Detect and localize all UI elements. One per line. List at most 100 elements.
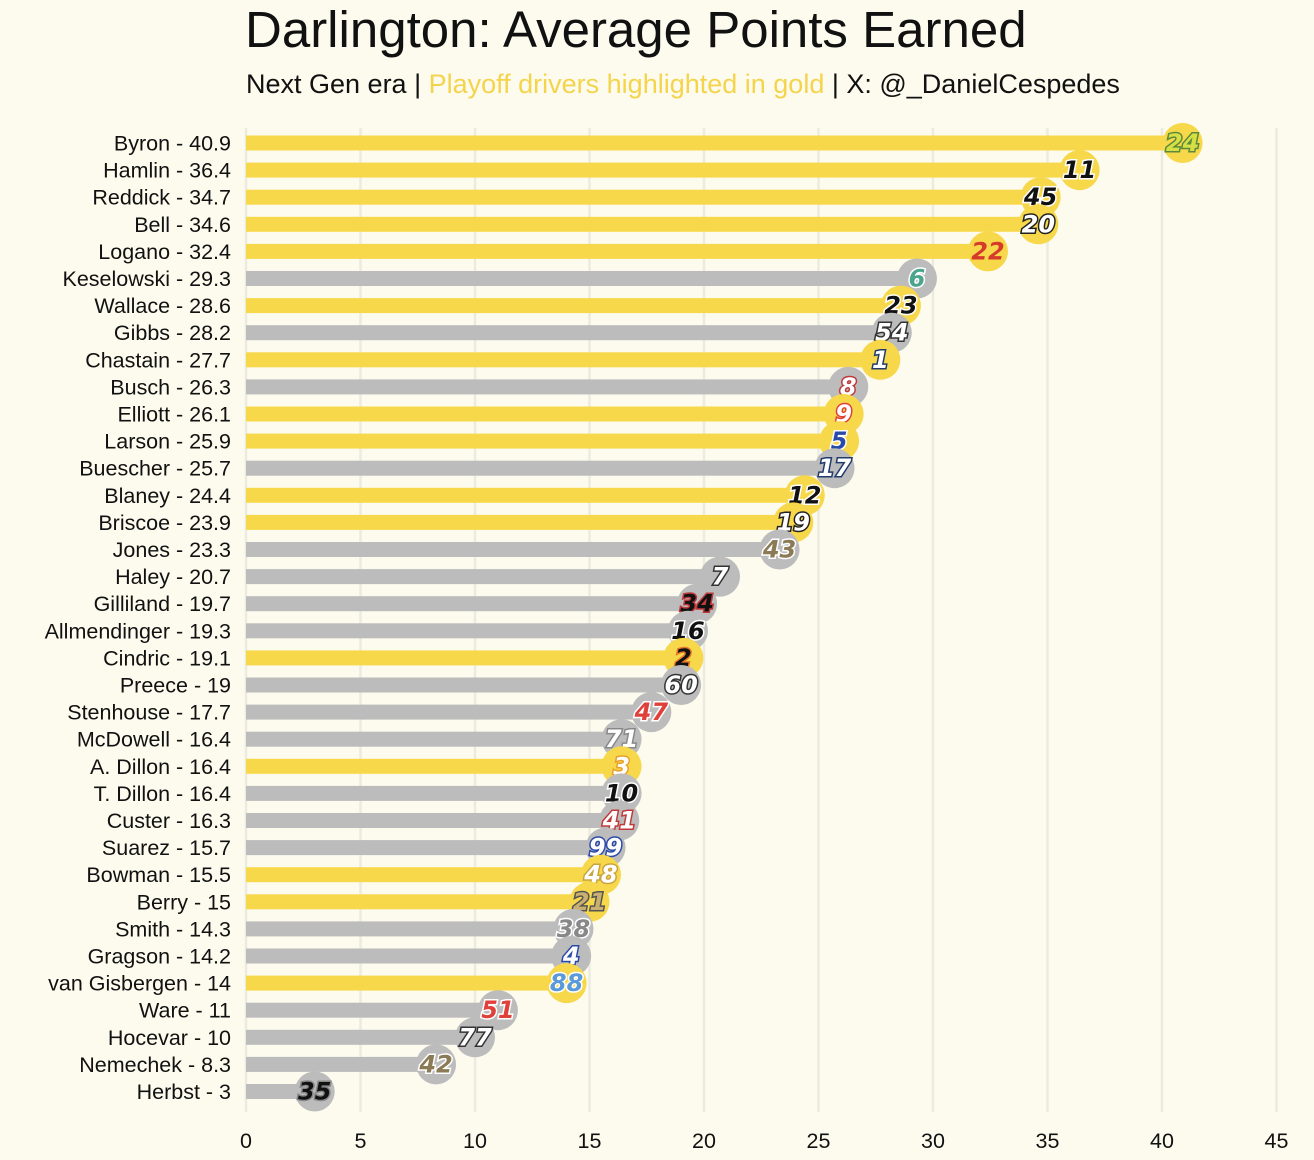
car-number-badge	[294, 1071, 335, 1112]
bar-label: Hocevar - 10	[108, 1026, 231, 1050]
bar	[246, 785, 622, 801]
car-number: 1	[872, 346, 889, 374]
bar	[246, 921, 574, 937]
car-number: 7	[712, 563, 729, 591]
bar-label: Larson - 25.9	[104, 430, 231, 454]
bar-label: Gilliland - 19.7	[94, 592, 231, 616]
bar	[246, 975, 567, 991]
car-number-badge	[967, 231, 1008, 272]
bar	[246, 731, 622, 747]
car-number: 42	[418, 1050, 452, 1078]
bar	[246, 460, 835, 476]
car-number-badge	[1059, 150, 1100, 191]
bar-label: Chastain - 27.7	[85, 348, 231, 372]
bar-label: Gragson - 14.2	[88, 945, 231, 969]
bar-label: Briscoe - 23.9	[98, 511, 231, 535]
x-tick-label: 30	[921, 1129, 945, 1153]
subtitle-playoff-note: Playoff drivers highlighted in gold	[428, 69, 825, 99]
bar	[246, 758, 622, 774]
bar-label: Stenhouse - 17.7	[67, 701, 231, 725]
car-number: 22	[971, 237, 1004, 265]
bar-label: Suarez - 15.7	[102, 836, 231, 860]
chart-subtitle: Next Gen era | Playoff drivers highlight…	[246, 68, 1120, 100]
bar	[246, 1002, 498, 1018]
x-tick-label: 35	[1036, 1129, 1060, 1153]
car-number: 20	[1022, 210, 1055, 238]
car-number-badge	[759, 529, 800, 570]
car-number-badge	[546, 963, 587, 1004]
car-number-badge	[631, 692, 672, 733]
car-number: 35	[298, 1078, 331, 1106]
bar-label: Custer - 16.3	[107, 809, 231, 833]
car-number-badge	[814, 448, 855, 489]
bar	[246, 894, 590, 910]
bar	[246, 542, 780, 557]
car-number: 41	[602, 807, 636, 835]
car-number: 11	[1063, 156, 1096, 184]
x-tick-label: 15	[578, 1129, 602, 1153]
car-number-badge	[1018, 204, 1059, 245]
x-tick-label: 0	[240, 1129, 252, 1153]
car-number-badge	[661, 665, 702, 705]
bar-label: Ware - 11	[139, 999, 231, 1023]
car-number-badge	[477, 990, 518, 1031]
car-number: 51	[481, 996, 514, 1024]
bar	[246, 189, 1041, 205]
bar	[246, 514, 794, 530]
bar	[246, 704, 652, 720]
bar	[246, 569, 721, 585]
car-number: 88	[550, 969, 583, 997]
bar-label: Jones - 23.3	[113, 538, 231, 562]
bar	[246, 162, 1080, 178]
bar-label: Bowman - 15.5	[86, 863, 231, 887]
bar-label: Berry - 15	[137, 890, 231, 914]
bar	[246, 948, 572, 964]
subtitle-part-3: | X: @_DanielCespedes	[824, 69, 1120, 99]
bar	[246, 487, 805, 503]
bar-label: Elliott - 26.1	[117, 403, 231, 427]
car-number-badge	[700, 556, 741, 597]
car-number: 6	[909, 265, 926, 293]
car-number: 77	[458, 1023, 492, 1051]
bar	[246, 352, 881, 368]
x-tick-label: 25	[807, 1129, 831, 1153]
car-number: 47	[634, 698, 669, 726]
bar-label: Blaney - 24.4	[104, 484, 231, 508]
car-number: 34	[680, 590, 713, 618]
bar	[246, 433, 840, 449]
car-number-badge	[416, 1044, 457, 1085]
bar-labels: Byron - 40.9 Hamlin - 36.4 Reddick - 34.7 B…	[45, 132, 231, 1105]
bar	[246, 1056, 437, 1072]
x-tick-label: 40	[1150, 1129, 1174, 1153]
car-number-badge	[455, 1017, 495, 1058]
car-number: 43	[762, 536, 796, 564]
car-number: 24	[1166, 129, 1199, 157]
subtitle-part-1: Next Gen era |	[246, 69, 429, 99]
x-tick-label: 45	[1265, 1129, 1289, 1153]
bar-label: Haley - 20.7	[115, 565, 231, 589]
car-number: 71	[605, 725, 638, 753]
car-number-badge	[860, 339, 901, 380]
bar-label: McDowell - 16.4	[77, 728, 231, 752]
bar	[246, 650, 684, 666]
bar	[246, 135, 1183, 151]
bar-label: van Gisbergen - 14	[48, 972, 231, 996]
bar	[246, 325, 892, 341]
x-tick-label: 5	[355, 1129, 367, 1153]
car-number: 17	[818, 454, 852, 482]
bar	[246, 1029, 475, 1045]
bar	[246, 216, 1039, 232]
bar-label: Preece - 19	[120, 674, 231, 698]
bar	[246, 867, 601, 883]
bar	[246, 623, 688, 639]
bar-label: Reddick - 34.7	[92, 186, 231, 210]
bar-label: Allmendinger - 19.3	[45, 619, 231, 643]
bar-label: Busch - 26.3	[110, 375, 231, 399]
bar-label: Hamlin - 36.4	[103, 159, 231, 183]
bar-label: Buescher - 25.7	[79, 457, 231, 481]
chart-title: Darlington: Average Points Earned	[245, 1, 1027, 58]
bars: 2411452022623541895171219437341626047713…	[246, 123, 1203, 1112]
bar-label: Cindric - 19.1	[103, 646, 231, 670]
bar	[246, 406, 844, 422]
bar	[246, 271, 917, 286]
